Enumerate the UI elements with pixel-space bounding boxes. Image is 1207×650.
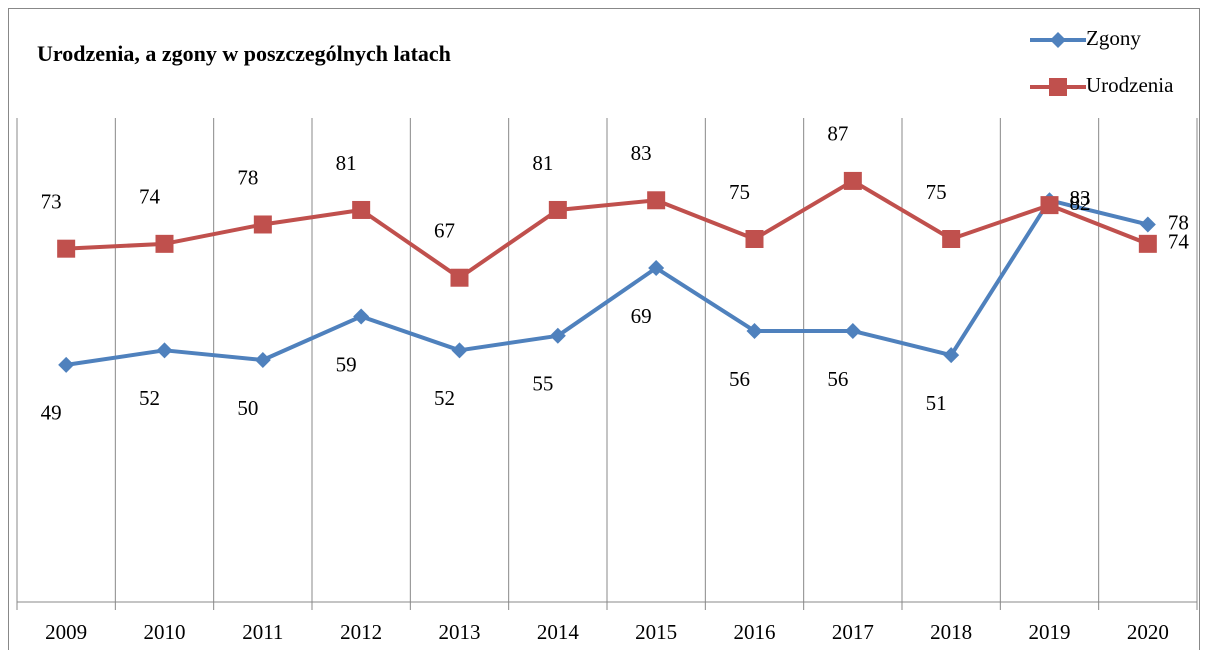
x-tick-label: 2015 <box>635 620 677 644</box>
legend-label: Urodzenia <box>1086 73 1174 97</box>
marker <box>647 191 666 210</box>
x-tick-label: 2019 <box>1029 620 1071 644</box>
marker <box>155 234 174 253</box>
x-tick-label: 2011 <box>242 620 283 644</box>
marker <box>58 356 75 373</box>
data-label: 78 <box>1168 210 1189 234</box>
data-label: 82 <box>1070 191 1091 215</box>
data-label: 75 <box>926 180 947 204</box>
marker <box>1040 196 1059 215</box>
marker <box>549 327 566 344</box>
marker <box>1139 216 1156 233</box>
data-label: 55 <box>532 372 553 396</box>
x-tick-label: 2012 <box>340 620 382 644</box>
marker <box>745 230 764 248</box>
marker <box>746 322 763 339</box>
x-tick-label: 2017 <box>832 620 874 644</box>
data-label: 56 <box>729 367 750 391</box>
x-tick-label: 2013 <box>439 620 481 644</box>
data-label: 56 <box>827 367 848 391</box>
data-label: 78 <box>237 165 258 189</box>
chart-title: Urodzenia, a zgony w poszczególnych lata… <box>37 41 451 66</box>
marker <box>844 322 861 339</box>
data-label: 83 <box>1070 186 1091 210</box>
data-label: 67 <box>434 219 455 243</box>
data-label: 69 <box>631 304 652 328</box>
data-label: 49 <box>41 401 62 425</box>
data-label: 75 <box>729 180 750 204</box>
data-label: 83 <box>631 141 652 165</box>
x-tick-label: 2014 <box>537 620 580 644</box>
marker <box>548 200 567 219</box>
marker <box>942 230 961 248</box>
marker <box>156 342 173 359</box>
marker <box>57 239 76 258</box>
marker <box>451 342 468 359</box>
data-label: 87 <box>827 122 848 146</box>
x-tick-label: 2010 <box>144 620 186 644</box>
x-tick-label: 2009 <box>45 620 87 644</box>
marker <box>1138 234 1157 253</box>
marker <box>648 260 665 277</box>
marker <box>253 215 272 234</box>
data-label: 73 <box>41 189 62 213</box>
marker <box>843 171 862 190</box>
data-label: 81 <box>532 151 553 175</box>
series-line <box>66 178 1149 280</box>
marker <box>254 352 271 368</box>
data-label: 74 <box>139 185 161 209</box>
legend-label: Zgony <box>1086 26 1141 50</box>
marker <box>353 308 370 325</box>
marker <box>450 268 469 287</box>
x-tick-label: 2016 <box>734 620 776 644</box>
data-label: 74 <box>1168 230 1190 254</box>
data-label: 81 <box>336 151 357 175</box>
x-tick-label: 2020 <box>1127 620 1169 644</box>
chart-frame <box>8 8 1200 650</box>
marker <box>1049 78 1067 96</box>
data-label: 51 <box>926 391 947 415</box>
data-label: 59 <box>336 352 357 376</box>
marker <box>943 347 960 364</box>
data-label: 52 <box>139 386 160 410</box>
marker <box>352 200 371 219</box>
x-tick-label: 2018 <box>930 620 972 644</box>
data-label: 50 <box>237 396 258 420</box>
marker <box>1050 32 1066 48</box>
data-label: 52 <box>434 386 455 410</box>
series-line <box>65 198 1149 367</box>
